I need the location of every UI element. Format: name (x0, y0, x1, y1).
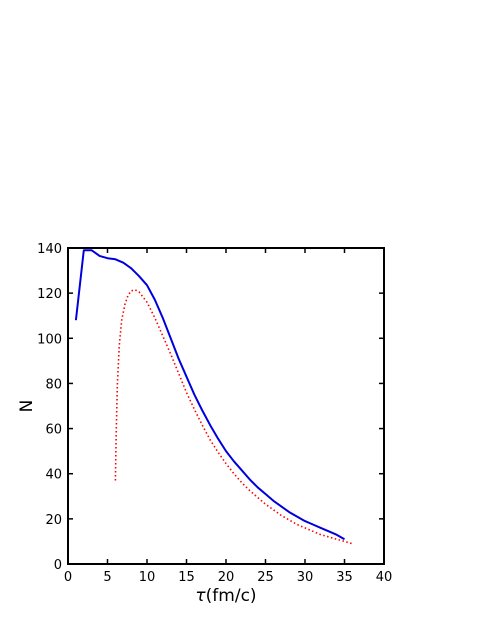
y-tick-label: 40 (45, 468, 62, 483)
y-tick-label: 140 (37, 242, 62, 257)
tick-labels: 0 5 10 15 20 25 30 35 40 0 20 40 60 80 100 120 140 (37, 242, 392, 585)
x-tick-label: 10 (139, 570, 156, 585)
x-tick-label: 0 (64, 570, 72, 585)
x-tick-label: 20 (218, 570, 235, 585)
x-tick-label: 40 (376, 570, 393, 585)
y-tick-label: 60 (45, 423, 62, 438)
y-tick-label: 120 (37, 287, 62, 302)
y-tick-label: 100 (37, 332, 62, 347)
y-axis-label: N (17, 400, 37, 413)
y-tick-label: 20 (45, 513, 62, 528)
y-tick-label: 80 (45, 377, 62, 392)
x-tick-label: 25 (257, 570, 274, 585)
x-tick-label: 5 (103, 570, 111, 585)
x-tick-label: 15 (178, 570, 195, 585)
series-layer (74, 249, 353, 545)
plot-frame (67, 247, 385, 565)
series-line-2 (114, 288, 353, 545)
series-line-1 (74, 249, 345, 541)
x-axis-label-symbol: τ (195, 586, 206, 606)
x-axis-label-unit: (fm/c) (206, 586, 257, 606)
x-axis-label: τ(fm/c) (195, 586, 256, 606)
y-tick-label: 0 (54, 558, 62, 573)
x-tick-label: 30 (297, 570, 314, 585)
axis-ticks (67, 247, 385, 565)
x-tick-label: 35 (336, 570, 353, 585)
